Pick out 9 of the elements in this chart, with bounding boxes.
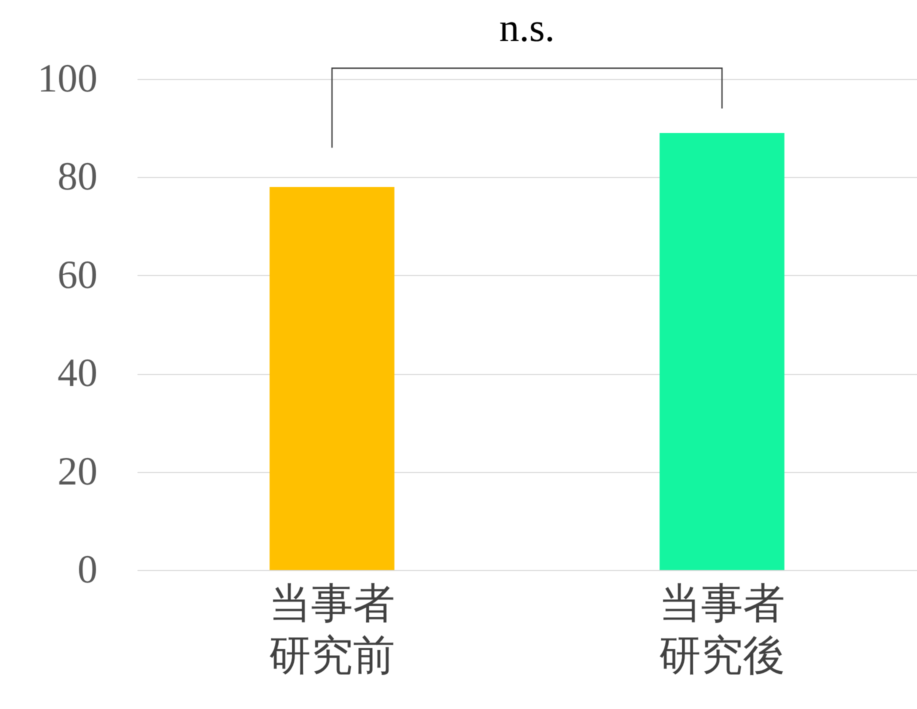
x-tick-label: 当事者研究前	[269, 582, 395, 680]
y-tick-label: 20	[58, 448, 98, 494]
y-tick-label: 60	[58, 252, 98, 297]
x-tick-label: 当事者研究後	[659, 582, 785, 680]
text: n.s.	[499, 5, 555, 50]
y-tick-label: 100	[38, 56, 98, 100]
y-tick-label: 0	[78, 546, 98, 592]
y-tick-label: 80	[58, 154, 98, 199]
y-tick-label: 40	[58, 350, 98, 396]
